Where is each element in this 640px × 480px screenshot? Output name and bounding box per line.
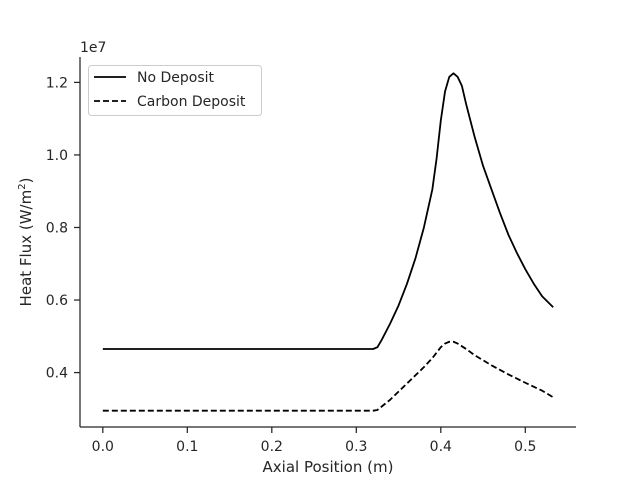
x-tick-label: 0.0 — [92, 439, 114, 455]
y-tick-label: 0.4 — [46, 366, 68, 382]
y-axis-title-close: ) — [17, 178, 35, 184]
x-ticks: 0.0 0.1 0.2 0.3 0.4 0.5 — [92, 427, 536, 455]
y-tick-label: 1.0 — [46, 148, 68, 164]
legend-box — [88, 65, 262, 116]
x-tick-label: 0.5 — [514, 439, 536, 455]
y-tick-label: 0.6 — [46, 293, 68, 309]
legend: No Deposit Carbon Deposit — [88, 65, 262, 116]
x-tick-label: 0.4 — [430, 439, 452, 455]
x-tick-label: 0.1 — [176, 439, 198, 455]
y-axis-title-superscript: 2 — [17, 183, 28, 189]
y-tick-label: 0.8 — [46, 220, 68, 236]
y-axis-title: Heat Flux (W/m2) — [17, 178, 35, 307]
x-axis-title: Axial Position (m) — [263, 458, 394, 476]
series-line-no-deposit — [102, 72, 554, 350]
y-axis-title-main: Heat Flux (W/m — [17, 190, 35, 307]
plot-lines — [102, 72, 554, 412]
x-tick-label: 0.2 — [261, 439, 283, 455]
series-line-carbon-deposit — [102, 340, 554, 412]
y-ticks: 0.4 0.6 0.8 1.0 1.2 — [46, 75, 80, 382]
legend-label-no-deposit: No Deposit — [137, 70, 215, 86]
legend-label-carbon-deposit: Carbon Deposit — [137, 94, 246, 110]
y-offset-label: 1e7 — [80, 40, 106, 56]
x-tick-label: 0.3 — [345, 439, 367, 455]
y-tick-label: 1.2 — [46, 75, 68, 91]
